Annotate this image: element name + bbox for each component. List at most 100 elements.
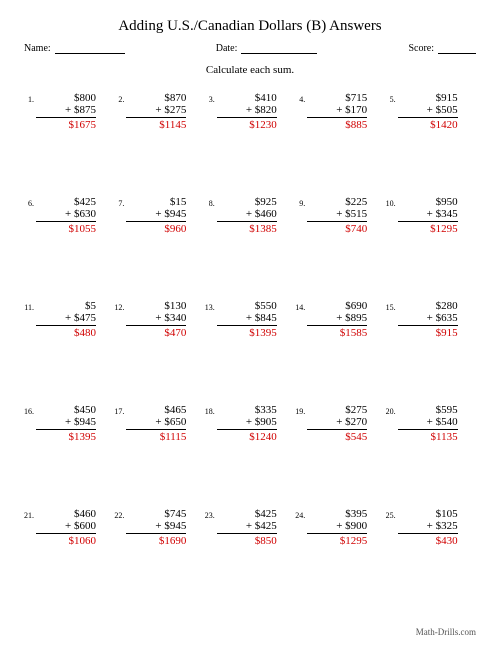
addend-1: $280: [398, 300, 458, 312]
problem-body: $410+ $820$1230: [217, 92, 277, 131]
addend-1: $915: [398, 92, 458, 104]
problem-number: 16.: [24, 404, 36, 416]
addend-2: + $325: [398, 520, 458, 534]
problem-number: 5.: [386, 92, 398, 104]
problem-body: $425+ $630$1055: [36, 196, 96, 235]
answer: $850: [217, 534, 277, 547]
score-underline: [438, 44, 476, 54]
answer: $430: [398, 534, 458, 547]
problem-body: $800+ $875$1675: [36, 92, 96, 131]
problem-body: $595+ $540$1135: [398, 404, 458, 443]
addend-1: $745: [126, 508, 186, 520]
addend-2: + $945: [36, 416, 96, 430]
problem-body: $105+ $325$430: [398, 508, 458, 547]
problem-body: $950+ $345$1295: [398, 196, 458, 235]
answer: $1135: [398, 430, 458, 443]
problem-body: $130+ $340$470: [126, 300, 186, 339]
problem: 20.$595+ $540$1135: [386, 396, 476, 500]
problem: 24.$395+ $900$1295: [295, 500, 385, 604]
problem: 19.$275+ $270$545: [295, 396, 385, 500]
problem-number: 12.: [114, 300, 126, 312]
problem: 5.$915+ $505$1420: [386, 84, 476, 188]
footer-text: Math-Drills.com: [416, 627, 476, 637]
problem: 16.$450+ $945$1395: [24, 396, 114, 500]
addend-1: $715: [307, 92, 367, 104]
addend-1: $425: [36, 196, 96, 208]
problem: 17.$465+ $650$1115: [114, 396, 204, 500]
addend-2: + $900: [307, 520, 367, 534]
problem: 23.$425+ $425$850: [205, 500, 295, 604]
problem-number: 19.: [295, 404, 307, 416]
answer: $1115: [126, 430, 186, 443]
addend-2: + $945: [126, 208, 186, 222]
addend-2: + $845: [217, 312, 277, 326]
addend-2: + $600: [36, 520, 96, 534]
addend-2: + $905: [217, 416, 277, 430]
date-label: Date:: [216, 43, 238, 54]
addend-1: $130: [126, 300, 186, 312]
problem: 1.$800+ $875$1675: [24, 84, 114, 188]
problem-number: 22.: [114, 508, 126, 520]
addend-1: $690: [307, 300, 367, 312]
addend-1: $460: [36, 508, 96, 520]
problem-body: $335+ $905$1240: [217, 404, 277, 443]
page-title: Adding U.S./Canadian Dollars (B) Answers: [24, 18, 476, 35]
problem-number: 10.: [386, 196, 398, 208]
problem: 13.$550+ $845$1395: [205, 292, 295, 396]
score-label: Score:: [408, 43, 434, 54]
problem-body: $460+ $600$1060: [36, 508, 96, 547]
answer: $480: [36, 326, 96, 339]
addend-1: $465: [126, 404, 186, 416]
addend-2: + $875: [36, 104, 96, 118]
problem-number: 7.: [114, 196, 126, 208]
problem-body: $465+ $650$1115: [126, 404, 186, 443]
problem: 3.$410+ $820$1230: [205, 84, 295, 188]
problem: 18.$335+ $905$1240: [205, 396, 295, 500]
answer: $1420: [398, 118, 458, 131]
addend-1: $595: [398, 404, 458, 416]
problem-number: 6.: [24, 196, 36, 208]
problem-body: $870+ $275$1145: [126, 92, 186, 131]
header-row: Name: Date: Score:: [24, 43, 476, 54]
problem-body: $925+ $460$1385: [217, 196, 277, 235]
answer: $1240: [217, 430, 277, 443]
problem-number: 24.: [295, 508, 307, 520]
problem-body: $225+ $515$740: [307, 196, 367, 235]
problem-body: $450+ $945$1395: [36, 404, 96, 443]
problem-body: $690+ $895$1585: [307, 300, 367, 339]
name-label: Name:: [24, 43, 51, 54]
answer: $1395: [36, 430, 96, 443]
problem: 12.$130+ $340$470: [114, 292, 204, 396]
answer: $1060: [36, 534, 96, 547]
answer: $1585: [307, 326, 367, 339]
addend-1: $925: [217, 196, 277, 208]
instruction-text: Calculate each sum.: [24, 64, 476, 76]
answer: $1145: [126, 118, 186, 131]
problem: 4.$715+ $170$885: [295, 84, 385, 188]
answer: $1385: [217, 222, 277, 235]
problem-number: 8.: [205, 196, 217, 208]
problem-number: 25.: [386, 508, 398, 520]
answer: $915: [398, 326, 458, 339]
problem-number: 1.: [24, 92, 36, 104]
answer: $1690: [126, 534, 186, 547]
addend-2: + $540: [398, 416, 458, 430]
answer: $740: [307, 222, 367, 235]
problem-number: 14.: [295, 300, 307, 312]
answer: $1395: [217, 326, 277, 339]
addend-2: + $170: [307, 104, 367, 118]
problem-body: $715+ $170$885: [307, 92, 367, 131]
addend-1: $225: [307, 196, 367, 208]
problems-grid: 1.$800+ $875$16752.$870+ $275$11453.$410…: [24, 84, 476, 604]
addend-2: + $340: [126, 312, 186, 326]
name-underline: [55, 44, 125, 54]
problem-body: $395+ $900$1295: [307, 508, 367, 547]
addend-1: $5: [36, 300, 96, 312]
addend-2: + $650: [126, 416, 186, 430]
addend-2: + $425: [217, 520, 277, 534]
addend-2: + $635: [398, 312, 458, 326]
addend-1: $950: [398, 196, 458, 208]
problem: 8.$925+ $460$1385: [205, 188, 295, 292]
addend-1: $410: [217, 92, 277, 104]
answer: $545: [307, 430, 367, 443]
